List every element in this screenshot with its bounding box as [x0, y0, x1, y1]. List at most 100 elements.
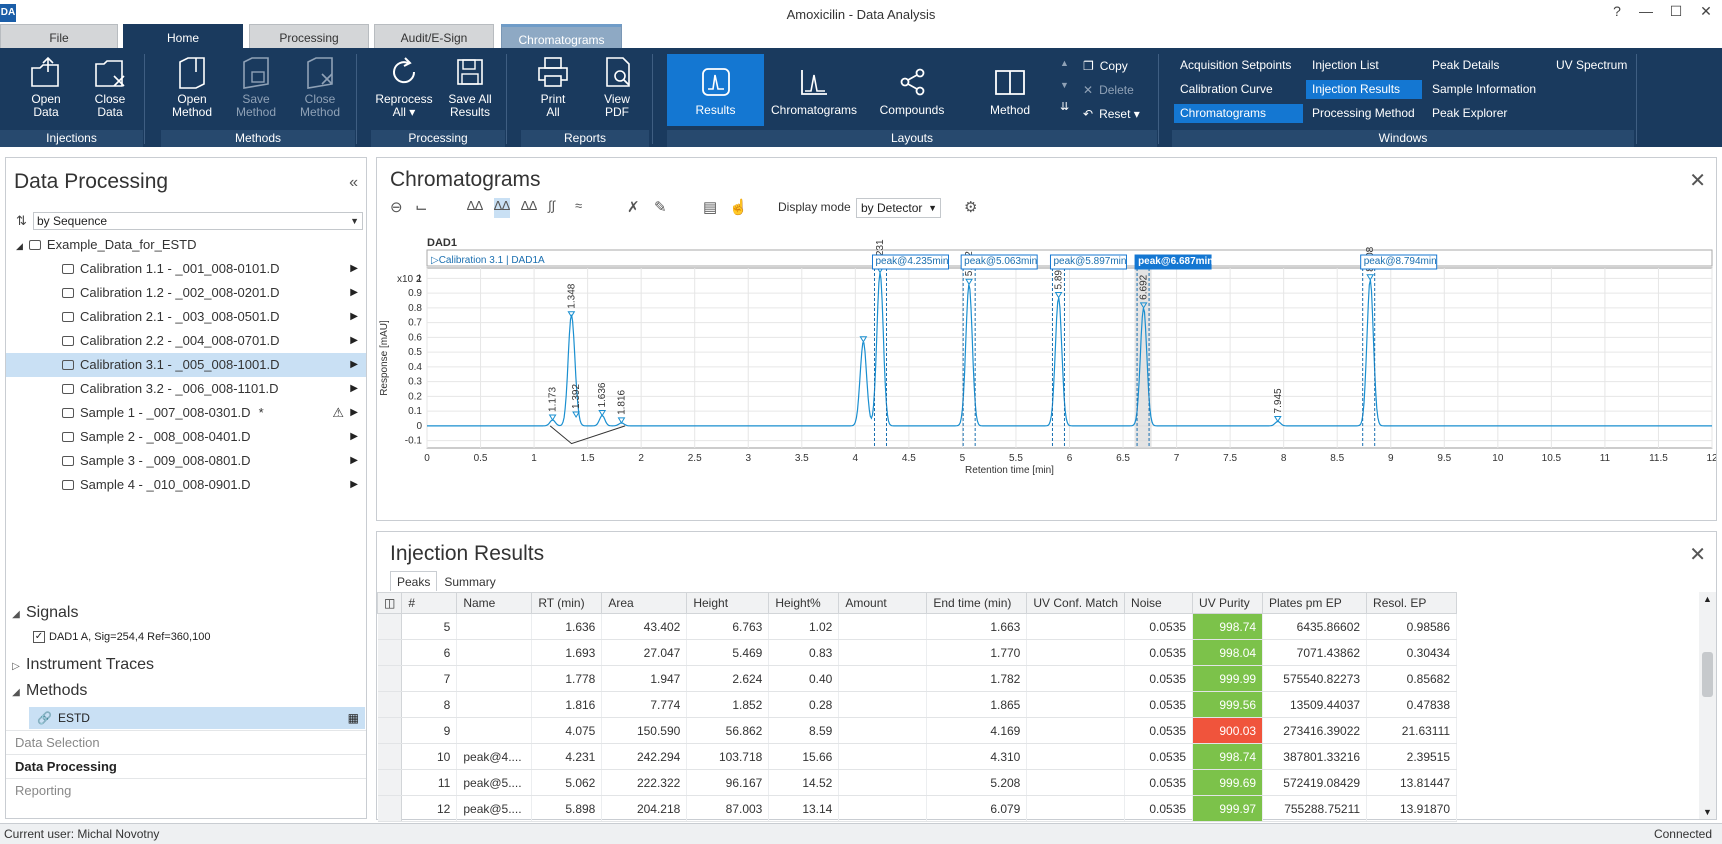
tree-item-injection[interactable]: Calibration 2.2 - _004_008-0701.D ▶: [6, 329, 366, 353]
window-peak-explorer[interactable]: Peak Explorer: [1432, 106, 1508, 120]
column-header[interactable]: Height%: [768, 592, 840, 614]
close-method-button[interactable]: Close Method: [296, 54, 344, 119]
nav-data-processing[interactable]: Data Processing: [6, 754, 366, 778]
scroll-up-icon[interactable]: ▲: [1703, 594, 1712, 604]
table-row[interactable]: 7 1.778 1.947 2.624 0.40 1.782 0.0535 999.99 575…: [377, 665, 1458, 692]
tab-audit-esign[interactable]: Audit/E-Sign: [374, 24, 494, 48]
reset-layout-button[interactable]: ↶ Reset ▾: [1083, 107, 1140, 121]
expand-arrow-icon[interactable]: ▶: [350, 311, 358, 322]
minimize-icon[interactable]: —: [1639, 3, 1653, 19]
manual-integration-icon[interactable]: ✗: [627, 199, 640, 216]
column-header[interactable]: Height: [686, 592, 770, 614]
tree-root[interactable]: ◢ Example_Data_for_ESTD: [16, 237, 197, 252]
layout-method-button[interactable]: Method: [962, 54, 1058, 126]
table-row[interactable]: 10 peak@4.... 4.231 242.294 103.718 15.66 4.31…: [377, 743, 1458, 770]
row-header[interactable]: [377, 613, 403, 640]
close-window-icon[interactable]: ✕: [1700, 3, 1712, 19]
column-header[interactable]: Noise: [1124, 592, 1194, 614]
print-all-button[interactable]: Print All: [530, 54, 576, 119]
table-row[interactable]: 12 peak@5.... 5.898 204.218 87.003 13.14 6.079…: [377, 795, 1458, 822]
tree-item-injection[interactable]: Calibration 3.2 - _006_008-1101.D ▶: [6, 377, 366, 401]
window-chromatograms[interactable]: Chromatograms: [1174, 104, 1303, 123]
window-injection-list[interactable]: Injection List: [1312, 58, 1379, 72]
checkbox-checked-icon[interactable]: ✓: [33, 631, 45, 644]
display-mode-select[interactable]: by Detector ▼: [856, 198, 941, 218]
layout-chromatograms-button[interactable]: Chromatograms: [766, 54, 862, 126]
scroll-down-icon[interactable]: ▼: [1703, 807, 1712, 817]
expand-arrow-icon[interactable]: ▶: [350, 455, 358, 466]
layout-compounds-button[interactable]: Compounds: [864, 54, 960, 126]
row-header[interactable]: [377, 717, 403, 744]
row-header[interactable]: [377, 769, 403, 796]
window-injection-results[interactable]: Injection Results: [1306, 80, 1422, 99]
scroll-thumb[interactable]: [1702, 652, 1713, 697]
nav-data-selection[interactable]: Data Selection: [6, 730, 366, 754]
reprocess-all-button[interactable]: Reprocess All ▾: [374, 54, 434, 119]
separate-peaks-icon[interactable]: ∆∆: [521, 198, 537, 213]
tab-processing[interactable]: Processing: [249, 24, 369, 48]
tree-item-injection[interactable]: Sample 2 - _008_008-0401.D ▶: [6, 425, 366, 449]
column-header[interactable]: Amount: [838, 592, 928, 614]
layout-results-button[interactable]: Results: [667, 54, 764, 126]
table-row[interactable]: 5 1.636 43.402 6.763 1.02 1.663 0.0535 998.74 64…: [377, 613, 1458, 640]
delete-layout-button[interactable]: ✕ Delete: [1083, 83, 1134, 97]
expand-arrow-icon[interactable]: ▶: [350, 479, 358, 490]
row-header[interactable]: [377, 691, 403, 718]
copy-layout-button[interactable]: ❐ Copy: [1083, 59, 1128, 73]
edit-integration-icon[interactable]: ✎: [654, 199, 667, 216]
column-header[interactable]: Resol. EP: [1366, 592, 1458, 614]
collapse-panel-icon[interactable]: «: [349, 174, 358, 191]
vertical-scrollbar[interactable]: ▲ ▼: [1699, 592, 1716, 819]
row-header[interactable]: [377, 743, 403, 770]
tree-item-injection[interactable]: Calibration 3.1 - _005_008-1001.D ▶: [6, 353, 366, 377]
open-method-button[interactable]: Open Method: [168, 54, 216, 119]
tab-chromatograms[interactable]: Chromatograms: [501, 24, 622, 48]
pointer-hand-icon[interactable]: ☝: [729, 199, 748, 216]
view-pdf-button[interactable]: View PDF: [594, 54, 640, 119]
close-icon[interactable]: ✕: [1689, 544, 1706, 566]
signals-section[interactable]: ◢ Signals: [6, 600, 366, 626]
expand-arrow-icon[interactable]: ▶: [350, 263, 358, 274]
window-calibration-curve[interactable]: Calibration Curve: [1180, 82, 1273, 96]
window-processing-method[interactable]: Processing Method: [1312, 106, 1415, 120]
column-chooser-icon[interactable]: ◫: [376, 592, 403, 614]
settings-gear-icon[interactable]: ⚙: [964, 199, 978, 216]
method-item-estd[interactable]: 🔗 ESTD ▦: [29, 707, 365, 729]
save-method-button[interactable]: Save Method: [232, 54, 280, 119]
column-header[interactable]: End time (min): [926, 592, 1028, 614]
open-data-button[interactable]: Open Data: [22, 54, 70, 119]
window-uv-spectrum[interactable]: UV Spectrum: [1556, 58, 1628, 72]
stacked-peaks-icon[interactable]: ∆∆: [494, 198, 510, 218]
expand-arrow-icon[interactable]: ▶: [350, 383, 358, 394]
group-by-select[interactable]: by Sequence ▼: [33, 212, 363, 230]
table-row[interactable]: 8 1.816 7.774 1.852 0.28 1.865 0.0535 999.56 135…: [377, 691, 1458, 718]
tree-item-injection[interactable]: Sample 3 - _009_008-0801.D ▶: [6, 449, 366, 473]
bar-chart-icon[interactable]: ▤: [703, 199, 718, 216]
sort-icon[interactable]: ⇅: [16, 213, 27, 228]
table-row[interactable]: 6 1.693 27.047 5.469 0.83 1.770 0.0535 998.04 70…: [377, 639, 1458, 666]
autoscale-icon[interactable]: ⌙: [415, 199, 428, 216]
signal-item[interactable]: ✓ DAD1 A, Sig=254,4 Ref=360,100: [33, 631, 211, 644]
window-peak-details[interactable]: Peak Details: [1432, 58, 1500, 72]
baseline-icon[interactable]: ≈: [575, 198, 583, 213]
tree-item-injection[interactable]: Calibration 1.2 - _002_008-0201.D ▶: [6, 281, 366, 305]
close-data-button[interactable]: Close Data: [86, 54, 134, 119]
tab-peaks[interactable]: Peaks: [390, 571, 438, 591]
close-icon[interactable]: ✕: [1689, 170, 1706, 192]
column-header[interactable]: Name: [456, 592, 533, 614]
nav-reporting[interactable]: Reporting: [6, 778, 366, 802]
tab-summary[interactable]: Summary: [437, 571, 503, 591]
row-header[interactable]: [377, 639, 403, 666]
overlay-peaks-icon[interactable]: ∆∆: [467, 198, 483, 213]
table-row[interactable]: 11 peak@5.... 5.062 222.322 96.167 14.52 5.208…: [377, 769, 1458, 796]
column-header[interactable]: UV Conf. Match: [1026, 592, 1126, 614]
scroll-down-icon[interactable]: ▼: [1060, 80, 1069, 90]
method-info-icon[interactable]: ▦: [347, 711, 359, 725]
maximize-icon[interactable]: ☐: [1669, 3, 1683, 19]
save-all-results-button[interactable]: Save All Results: [442, 54, 498, 119]
tab-file[interactable]: File: [0, 24, 118, 48]
row-header[interactable]: [377, 665, 403, 692]
expand-arrow-icon[interactable]: ▶: [350, 431, 358, 442]
tab-home[interactable]: Home: [123, 24, 243, 48]
